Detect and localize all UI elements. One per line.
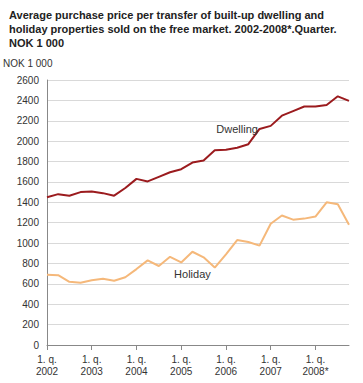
- svg-text:1. q.: 1. q.: [261, 354, 280, 365]
- svg-text:holiday properties sold on the: holiday properties sold on the free mark…: [9, 23, 340, 35]
- svg-text:Holiday: Holiday: [174, 268, 211, 280]
- svg-text:NOK 1 000: NOK 1 000: [3, 58, 53, 69]
- svg-text:1400: 1400: [17, 197, 40, 208]
- svg-text:2006: 2006: [215, 366, 238, 377]
- svg-text:Dwelling: Dwelling: [216, 123, 258, 135]
- svg-text:400: 400: [22, 299, 39, 310]
- svg-text:800: 800: [22, 258, 39, 269]
- svg-text:1. q.: 1. q.: [306, 354, 325, 365]
- svg-text:1. q.: 1. q.: [216, 354, 235, 365]
- svg-text:2000: 2000: [17, 136, 40, 147]
- svg-text:1. q.: 1. q.: [127, 354, 146, 365]
- svg-text:2200: 2200: [17, 115, 40, 126]
- svg-text:1800: 1800: [17, 156, 40, 167]
- svg-text:Average purchase price per tra: Average purchase price per transfer of b…: [9, 9, 327, 21]
- svg-text:1600: 1600: [17, 176, 40, 187]
- svg-text:2600: 2600: [17, 75, 40, 86]
- svg-text:0: 0: [33, 340, 39, 351]
- svg-text:2008*: 2008*: [302, 366, 328, 377]
- svg-text:2004: 2004: [125, 366, 148, 377]
- svg-text:600: 600: [22, 278, 39, 289]
- svg-text:1200: 1200: [17, 217, 40, 228]
- svg-text:2007: 2007: [260, 366, 283, 377]
- svg-text:2002: 2002: [36, 366, 59, 377]
- svg-text:1. q.: 1. q.: [37, 354, 56, 365]
- svg-text:2005: 2005: [170, 366, 193, 377]
- svg-text:NOK 1 000: NOK 1 000: [9, 37, 64, 49]
- svg-text:1. q.: 1. q.: [171, 354, 190, 365]
- svg-text:1. q.: 1. q.: [82, 354, 101, 365]
- svg-text:1000: 1000: [17, 238, 40, 249]
- svg-text:200: 200: [22, 319, 39, 330]
- svg-text:2003: 2003: [81, 366, 104, 377]
- svg-text:2400: 2400: [17, 95, 40, 106]
